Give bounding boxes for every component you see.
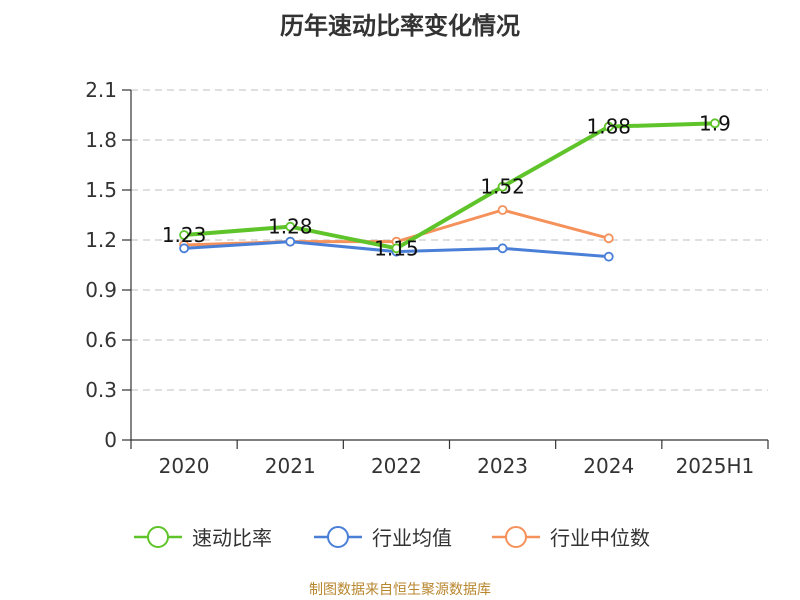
- y-tick-label: 0.3: [85, 378, 117, 402]
- data-label: 1.88: [586, 115, 631, 139]
- y-tick-label: 0.9: [85, 278, 117, 302]
- data-point: [179, 230, 189, 240]
- legend-marker: [327, 526, 349, 548]
- data-label: 1.23: [162, 223, 207, 247]
- source-note: 制图数据来自恒生聚源数据库: [309, 582, 491, 598]
- y-tick-label: 1.2: [85, 228, 117, 252]
- y-tick-label: 1.8: [85, 128, 117, 152]
- legend-item: 速动比率: [134, 526, 272, 550]
- data-point: [603, 121, 614, 132]
- data-point: [710, 118, 720, 129]
- legend-label: 行业中位数: [550, 526, 650, 550]
- data-point: [285, 221, 296, 232]
- y-tick-label: 0: [104, 428, 117, 452]
- data-point: [497, 243, 508, 254]
- data-label: 1.28: [268, 215, 313, 239]
- data-label: 1.15: [374, 236, 419, 260]
- x-tick-label: 2022: [371, 454, 422, 478]
- y-tick-label: 2.1: [85, 78, 117, 102]
- data-label: 1.9: [699, 111, 731, 135]
- data-point: [285, 236, 296, 247]
- data-point: [603, 233, 614, 244]
- legend-label: 速动比率: [192, 526, 272, 550]
- data-label: 1.52: [480, 175, 525, 199]
- y-tick-label: 0.6: [85, 328, 117, 352]
- legend-item: 行业均值: [314, 526, 452, 550]
- x-tick-label: 2023: [477, 454, 528, 478]
- legend-marker: [147, 526, 169, 548]
- data-point: [603, 251, 614, 262]
- data-point: [179, 243, 189, 254]
- x-tick-label: 2024: [583, 454, 634, 478]
- chart-title: 历年速动比率变化情况: [280, 12, 520, 40]
- legend-label: 行业均值: [372, 526, 452, 550]
- data-point: [497, 181, 508, 192]
- x-tick-label: 2025H1: [676, 454, 755, 478]
- x-tick-label: 2020: [159, 454, 210, 478]
- series-line: [182, 121, 717, 251]
- data-point: [497, 205, 508, 215]
- data-point: [391, 243, 402, 254]
- legend-marker: [505, 526, 527, 548]
- x-tick-label: 2021: [265, 454, 316, 478]
- legend-item: 行业中位数: [492, 526, 650, 550]
- y-tick-label: 1.5: [85, 178, 117, 202]
